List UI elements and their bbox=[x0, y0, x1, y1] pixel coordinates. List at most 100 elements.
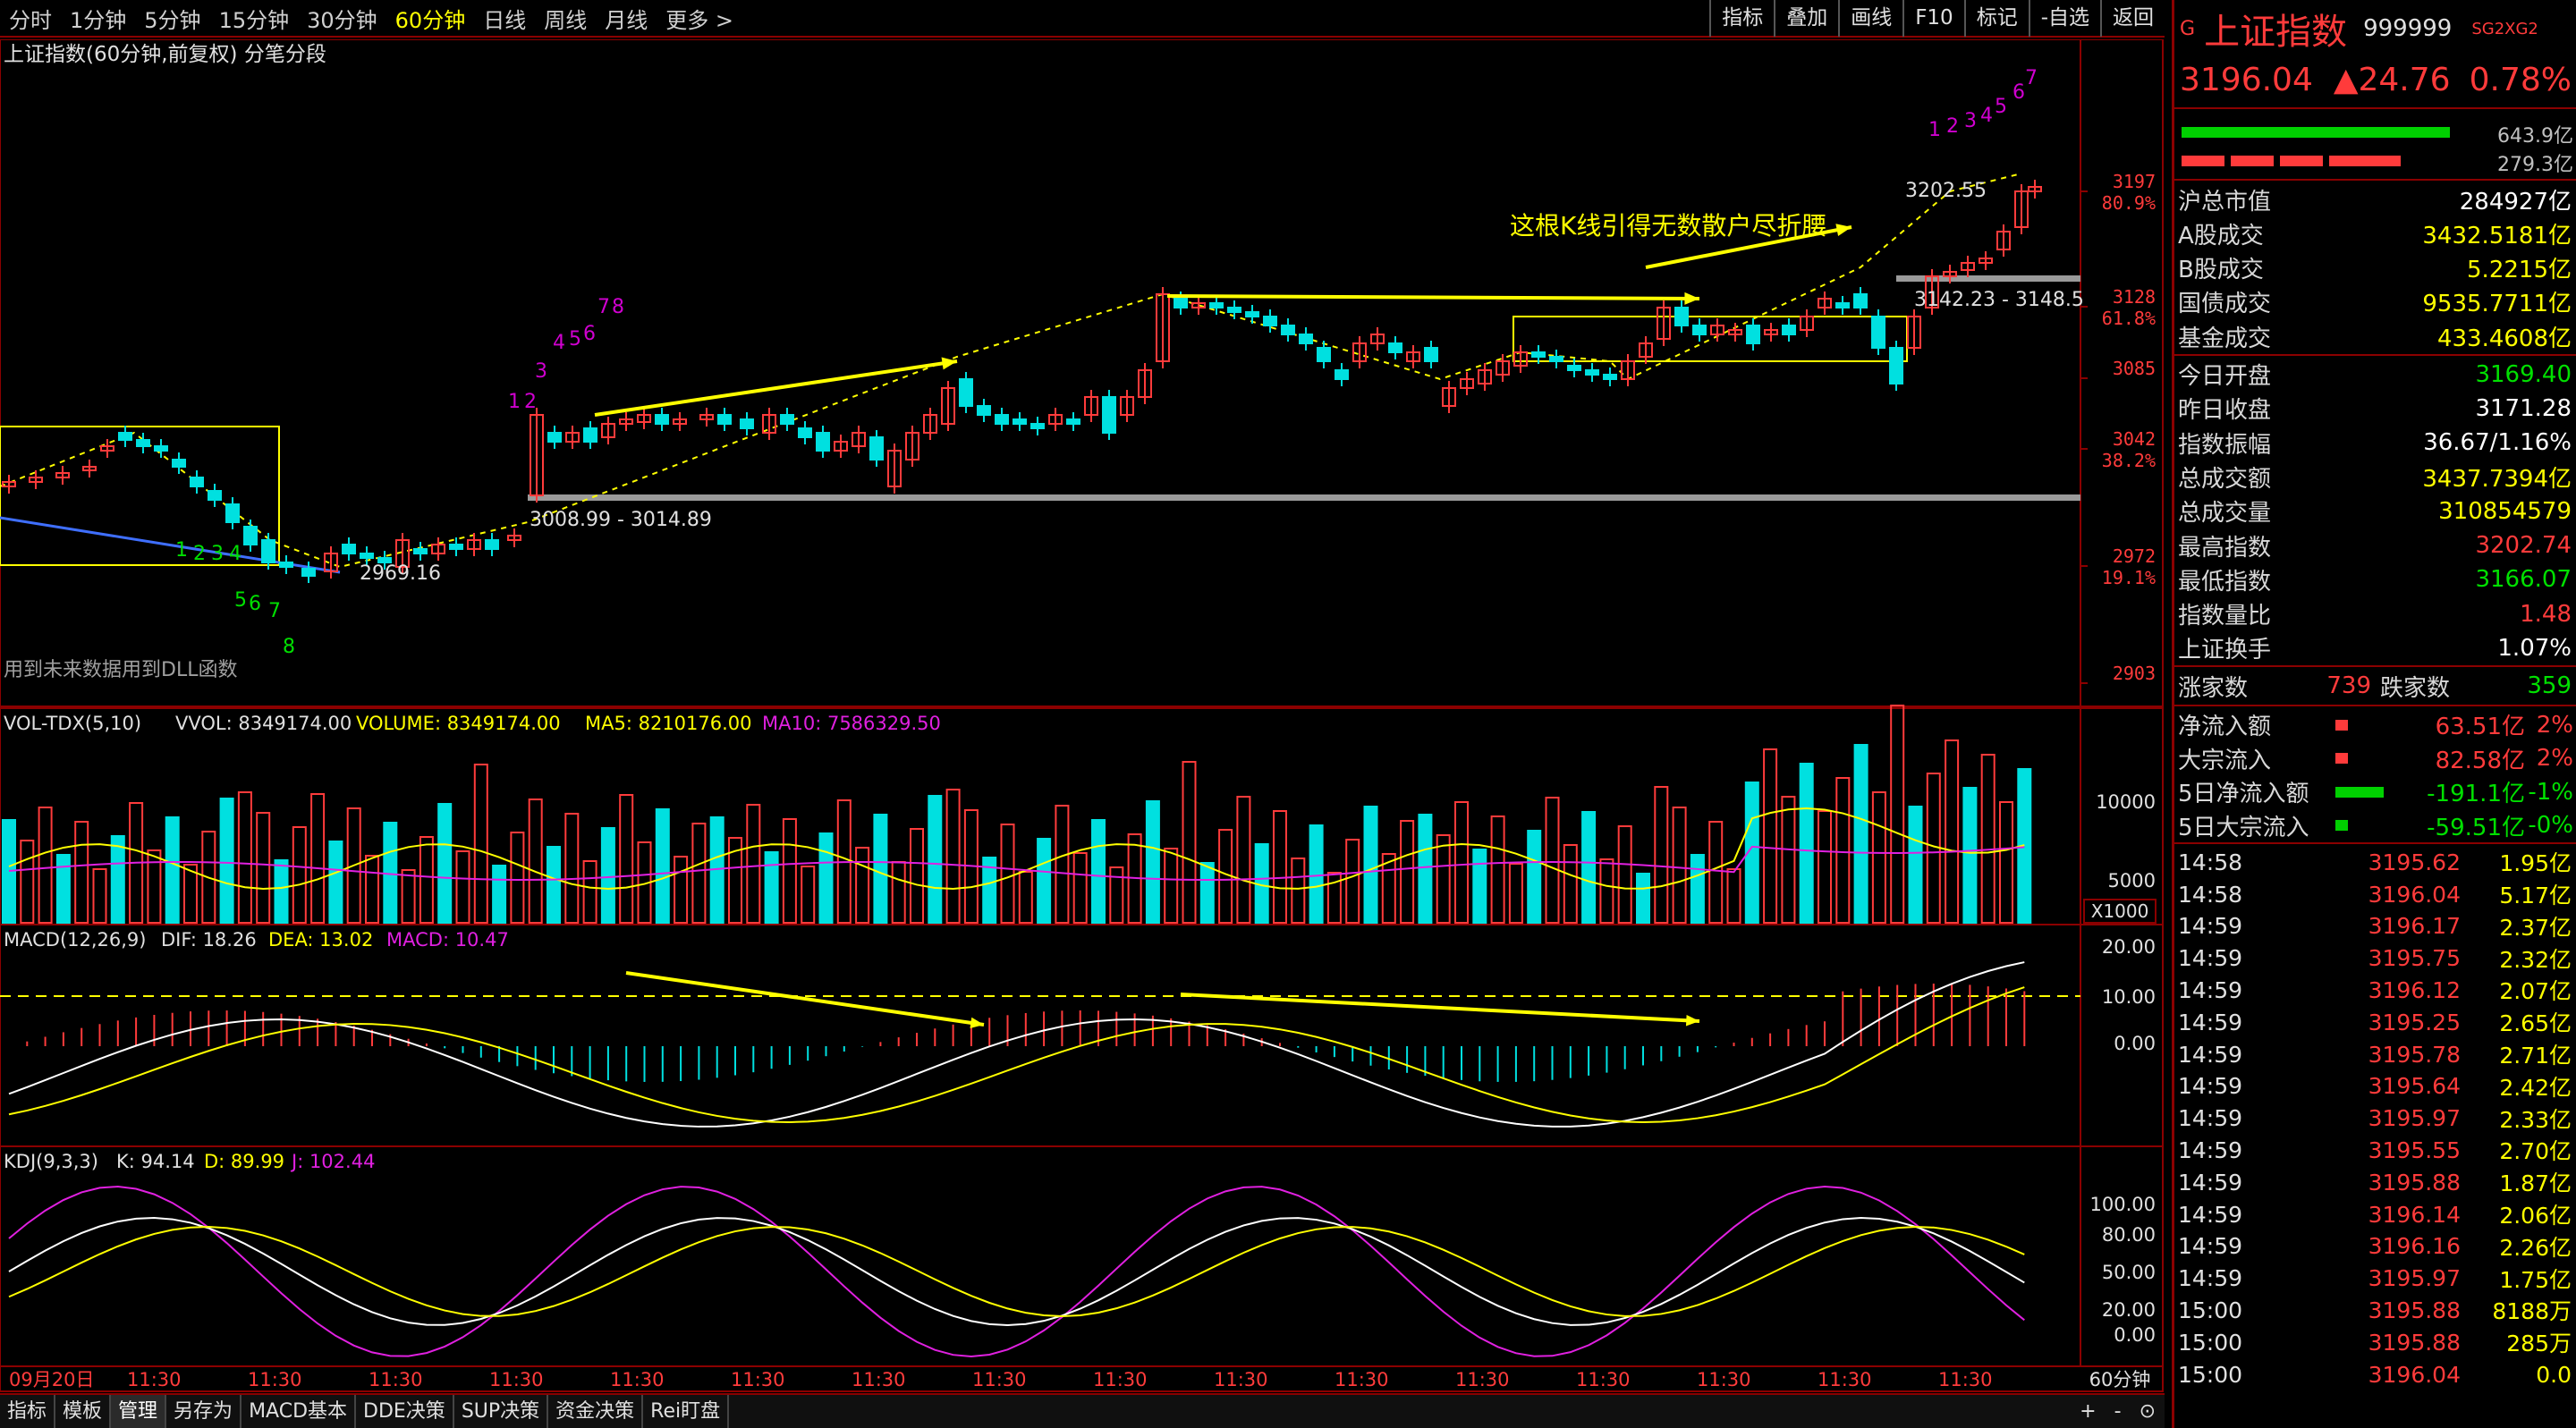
period-7[interactable]: 周线 bbox=[544, 7, 588, 33]
kdj-panel-frame bbox=[0, 1145, 2164, 1367]
buy-volume-fill bbox=[2182, 127, 2450, 138]
tool-button-1[interactable]: 叠加 bbox=[1774, 0, 1838, 37]
period-6[interactable]: 日线 bbox=[483, 7, 527, 33]
volume-bar-down bbox=[1690, 854, 1705, 924]
time-axis-label: 11:30 bbox=[731, 1369, 785, 1390]
zoom-control-1[interactable]: - bbox=[2114, 1400, 2122, 1423]
bottom-tab-0[interactable]: 指标 bbox=[0, 1395, 56, 1428]
stat-label: 最低指数 bbox=[2178, 568, 2272, 596]
fall-count: 359 bbox=[2527, 672, 2572, 700]
bottom-tab-7[interactable]: 资金决策 bbox=[548, 1395, 644, 1428]
volume-bar-up bbox=[945, 789, 961, 924]
volume-bar-down bbox=[1037, 838, 1052, 924]
quote-change: ▲24.76 bbox=[2333, 61, 2451, 98]
volume-bar-up bbox=[1326, 872, 1342, 924]
price-axis-label: 3042 bbox=[2113, 428, 2156, 450]
tick-time: 14:59 bbox=[2178, 1105, 2243, 1132]
chart-note: 用到未来数据用到DLL函数 bbox=[4, 659, 237, 681]
quote-stat-row: 最高指数 3202.74 bbox=[2174, 528, 2576, 562]
period-2[interactable]: 5分钟 bbox=[144, 7, 201, 33]
period-0[interactable]: 分时 bbox=[9, 7, 52, 33]
volume-bar-down bbox=[437, 803, 453, 924]
candle-up bbox=[852, 432, 866, 447]
period-5[interactable]: 60分钟 bbox=[394, 7, 466, 33]
bottom-tab-5[interactable]: DDE决策 bbox=[356, 1395, 454, 1428]
candle-down bbox=[136, 439, 150, 447]
kdj-axis-label: 80.00 bbox=[2102, 1224, 2156, 1246]
bottom-tab-4[interactable]: MACD基本 bbox=[242, 1395, 357, 1428]
chart-area[interactable]: 3197 80.9% 3128 61.8% 3085 3042 38.2% 2972 19.1%… bbox=[0, 39, 2165, 1393]
tool-button-6[interactable]: 返回 bbox=[2100, 0, 2165, 37]
bottom-tab-8[interactable]: Rei盯盘 bbox=[643, 1395, 730, 1428]
low-price-label: 2969.16 bbox=[360, 562, 441, 585]
tool-button-4[interactable]: 标记 bbox=[1963, 0, 2029, 37]
bottom-tab-1[interactable]: 模板 bbox=[55, 1395, 112, 1428]
arrow-head bbox=[1835, 224, 1852, 237]
tick-time: 14:59 bbox=[2178, 1073, 2243, 1100]
candle-down bbox=[1299, 334, 1313, 344]
volume-bar-up bbox=[1381, 853, 1396, 924]
tick-row: 14:59 3195.25 2.65亿 bbox=[2174, 1006, 2576, 1038]
quote-stat-row: 最低指数 3166.07 bbox=[2174, 562, 2576, 596]
macd-axis-label: 20.00 bbox=[2102, 936, 2156, 958]
zoom-control-2[interactable]: ⊙ bbox=[2139, 1400, 2156, 1423]
stat-value: 3202.74 bbox=[2475, 532, 2572, 559]
tool-button-3[interactable]: F10 bbox=[1902, 0, 1964, 37]
tick-time: 14:59 bbox=[2178, 1009, 2243, 1035]
quote-stat-row: A股成交 3432.5181亿 bbox=[2174, 216, 2576, 250]
main-panel-frame bbox=[0, 39, 2164, 707]
tick-price: 3195.64 bbox=[2368, 1073, 2461, 1100]
buy-volume-bar: 643.9亿 bbox=[2174, 120, 2576, 148]
bottom-tab-3[interactable]: 另存为 bbox=[166, 1395, 242, 1428]
period-4[interactable]: 30分钟 bbox=[307, 7, 377, 33]
candle-down bbox=[959, 378, 973, 407]
fall-label: 跌家数 bbox=[2380, 674, 2451, 702]
volume-bar-up bbox=[183, 864, 198, 924]
candle-down bbox=[977, 405, 991, 416]
stat-value: 284927亿 bbox=[2459, 188, 2572, 215]
tick-amount: 1.95亿 bbox=[2499, 850, 2572, 877]
period-8[interactable]: 月线 bbox=[605, 7, 648, 33]
candle-down bbox=[1281, 325, 1295, 335]
stat-label: 基金成交 bbox=[2178, 325, 2272, 352]
period-1[interactable]: 1分钟 bbox=[70, 7, 127, 33]
candle-down bbox=[1585, 369, 1599, 376]
volume-bar-down bbox=[1145, 800, 1160, 924]
tick-row: 15:00 3195.88 285万 bbox=[2174, 1326, 2576, 1358]
tool-button-2[interactable]: 画线 bbox=[1838, 0, 1902, 37]
volume-bar-up bbox=[1182, 761, 1197, 924]
vol-axis-label: 10000 bbox=[2096, 791, 2156, 813]
candle-down bbox=[1066, 418, 1080, 425]
tick-amount: 2.42亿 bbox=[2499, 1074, 2572, 1101]
tick-amount: 8188万 bbox=[2492, 1298, 2572, 1325]
wave-count-a: 1 bbox=[175, 539, 188, 562]
candle-up bbox=[887, 450, 902, 487]
quote-name: 上证指数 bbox=[2204, 12, 2348, 53]
tool-button-0[interactable]: 指标 bbox=[1709, 0, 1774, 37]
time-axis-label: 11:30 bbox=[127, 1369, 182, 1390]
time-axis-label: 11:30 bbox=[1576, 1369, 1631, 1390]
flow-indicator bbox=[2335, 786, 2384, 798]
period-9[interactable]: 更多 > bbox=[665, 7, 733, 33]
stat-value: 9535.7711亿 bbox=[2422, 291, 2572, 318]
range-box bbox=[1513, 316, 1908, 362]
quote-header: G 上证指数 999999 SG2XG2 bbox=[2174, 0, 2576, 57]
macd-axis-label: 0.00 bbox=[2114, 1033, 2156, 1054]
period-3[interactable]: 15分钟 bbox=[218, 7, 290, 33]
volume-ma5-line bbox=[8, 807, 2025, 891]
volume-bar-up bbox=[201, 831, 216, 924]
candle-up bbox=[1657, 307, 1671, 340]
kline-chart[interactable]: 319780.9%312861.8%3085304238.2%297219.1%… bbox=[0, 39, 2165, 1393]
bottom-tab-6[interactable]: SUP决策 bbox=[454, 1395, 549, 1428]
bottom-tab-2[interactable]: 管理 bbox=[111, 1395, 167, 1428]
candle-up bbox=[1460, 378, 1474, 389]
quote-prefix: G bbox=[2180, 17, 2196, 40]
tool-button-5[interactable]: -自选 bbox=[2028, 0, 2100, 37]
zoom-control-0[interactable]: + bbox=[2080, 1400, 2097, 1423]
tick-amount: 2.26亿 bbox=[2499, 1234, 2572, 1261]
rise-count: 739 bbox=[2326, 672, 2371, 700]
volume-bar-down bbox=[274, 859, 289, 924]
zigzag-line bbox=[0, 173, 2022, 569]
box-price-label: 3142.23 - 3148.5 bbox=[1914, 289, 2084, 311]
kdj-j-line bbox=[8, 1186, 2025, 1358]
